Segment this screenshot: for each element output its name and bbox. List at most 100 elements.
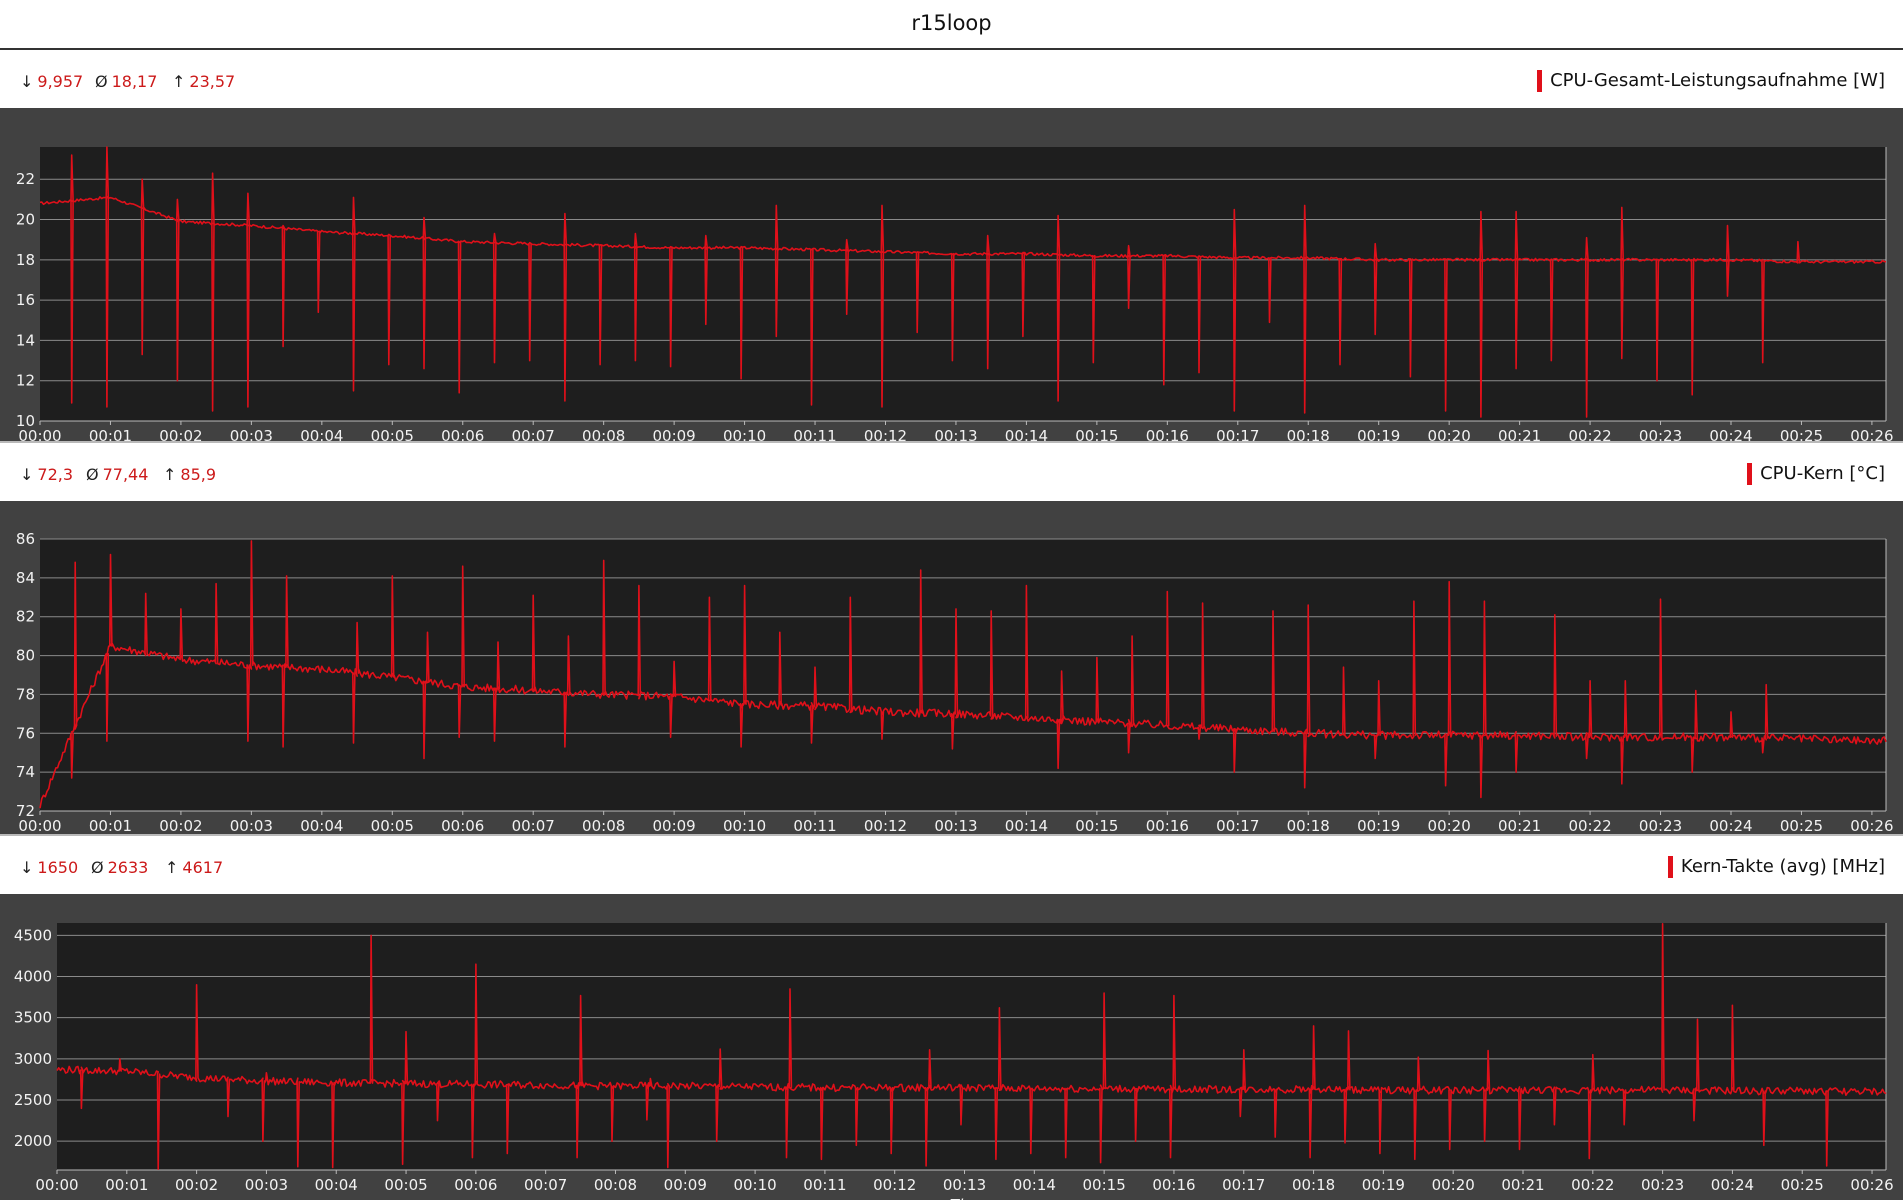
x-tick-label: 00:05	[384, 1176, 427, 1194]
x-tick-label: 00:19	[1357, 817, 1400, 834]
x-tick-label: 00:12	[873, 1176, 916, 1194]
x-tick-label: 00:08	[582, 817, 625, 834]
y-tick-label: 14	[16, 331, 35, 349]
x-tick-label: 00:05	[371, 817, 414, 834]
x-tick-label: 00:18	[1287, 817, 1330, 834]
x-tick-label: 00:17	[1216, 817, 1259, 834]
x-tick-label: 00:26	[1850, 427, 1893, 441]
x-tick-label: 00:17	[1222, 1176, 1265, 1194]
x-tick-label: 00:03	[230, 817, 273, 834]
panel-temperature: ↓ 72,3 Ø 77,44 ↑ 85,9 CPU-Kern [°C] 72 74 76 7…	[0, 443, 1903, 834]
x-tick-label: 00:04	[300, 817, 343, 834]
x-tick-label: 00:09	[653, 427, 696, 441]
x-tick-label: 00:26	[1850, 817, 1893, 834]
chart-power-svg[interactable]: 10 12 14 16 18 20 22 00:00 00:01 00:02 00:03 00:04 0…	[0, 108, 1903, 441]
y-tick-label: 4000	[14, 968, 52, 986]
x-tick-label: 00:04	[300, 427, 343, 441]
y-tick-label: 84	[16, 569, 35, 587]
x-tick-label: 00:14	[1013, 1176, 1056, 1194]
x-tick-label: 00:23	[1639, 817, 1682, 834]
x-axis-title: Time	[950, 1196, 987, 1200]
x-tick-label: 00:00	[35, 1176, 78, 1194]
x-tick-label: 00:11	[793, 817, 836, 834]
chart-area[interactable]: 2000 2500 3000 3500 4000 4500 00:00 00:01 00:02 0…	[0, 894, 1903, 1200]
stat-avg: Ø 77,44	[86, 465, 149, 484]
x-tick-label: 00:02	[175, 1176, 218, 1194]
x-tick-label: 00:06	[441, 817, 484, 834]
x-tick-label: 00:07	[512, 427, 555, 441]
x-tick-label: 00:19	[1362, 1176, 1405, 1194]
series-label: CPU-Kern [°C]	[1747, 463, 1885, 485]
stat-min: ↓ 1650	[20, 858, 79, 877]
x-tick-label: 00:10	[723, 427, 766, 441]
y-tick-label: 2000	[14, 1132, 52, 1150]
series-label: Kern-Takte (avg) [MHz]	[1667, 856, 1885, 878]
x-tick-label: 00:20	[1432, 1176, 1475, 1194]
y-tick-label: 20	[16, 211, 35, 229]
x-tick-label: 00:15	[1075, 427, 1118, 441]
x-tick-label: 00:09	[653, 817, 696, 834]
y-tick-label: 86	[16, 530, 35, 548]
x-tick-label: 00:03	[230, 427, 273, 441]
series-line	[56, 923, 1887, 1170]
x-tick-label: 00:13	[934, 817, 977, 834]
x-tick-label: 00:00	[18, 427, 61, 441]
x-tick-label: 00:09	[664, 1176, 707, 1194]
stat-min: ↓ 72,3	[20, 465, 74, 484]
chart-temperature-svg[interactable]: 72 74 76 78 80 82 84 86 00:00 00:01 00:02 00:03 00:0…	[0, 501, 1903, 834]
x-tick-label: 00:25	[1781, 1176, 1824, 1194]
x-tick-label: 00:01	[89, 817, 132, 834]
y-tick-label: 12	[16, 372, 35, 390]
x-tick-label: 00:21	[1498, 817, 1541, 834]
x-tick-label: 00:01	[105, 1176, 148, 1194]
x-tick-label: 00:14	[1005, 427, 1048, 441]
stats-bar: ↓ 9,957 Ø 18,17 ↑ 23,57 CPU-Gesamt-Leistung…	[0, 50, 1903, 108]
x-tick-label: 00:08	[582, 427, 625, 441]
stat-avg: Ø 18,17	[95, 72, 158, 91]
plot-area	[40, 539, 1886, 811]
y-tick-label: 78	[16, 685, 35, 703]
chart-area[interactable]: 72 74 76 78 80 82 84 86 00:00 00:01 00:02 00:03 00:0…	[0, 501, 1903, 834]
x-tick-label: 00:16	[1152, 1176, 1195, 1194]
window-title-bar: r15loop	[0, 0, 1903, 50]
series-line	[39, 540, 1887, 809]
x-tick-label: 00:04	[315, 1176, 358, 1194]
x-tick-label: 00:10	[723, 817, 766, 834]
x-tick-label: 00:02	[159, 427, 202, 441]
stat-max: ↑ 85,9	[163, 465, 217, 484]
y-tick-label: 3500	[14, 1009, 52, 1027]
stats-bar: ↓ 72,3 Ø 77,44 ↑ 85,9 CPU-Kern [°C]	[0, 443, 1903, 501]
x-tick-label: 00:21	[1498, 427, 1541, 441]
window-title: r15loop	[911, 11, 992, 35]
y-tick-label: 76	[16, 724, 35, 742]
x-tick-label: 00:20	[1428, 427, 1471, 441]
chart-area[interactable]: 10 12 14 16 18 20 22 00:00 00:01 00:02 00:03 00:04 0…	[0, 108, 1903, 441]
x-tick-label: 00:05	[371, 427, 414, 441]
stat-min: ↓ 9,957	[20, 72, 84, 91]
x-tick-label: 00:10	[733, 1176, 776, 1194]
x-tick-label: 00:18	[1287, 427, 1330, 441]
x-tick-label: 00:19	[1357, 427, 1400, 441]
y-tick-label: 22	[16, 170, 35, 188]
x-tick-label: 00:00	[18, 817, 61, 834]
x-tick-label: 00:02	[159, 817, 202, 834]
panel-power: ↓ 9,957 Ø 18,17 ↑ 23,57 CPU-Gesamt-Leistung…	[0, 50, 1903, 441]
stat-avg: Ø 2633	[91, 858, 149, 877]
x-tick-label: 00:22	[1568, 427, 1611, 441]
x-tick-label: 00:24	[1711, 1176, 1754, 1194]
y-tick-label: 72	[16, 802, 35, 820]
stat-max: ↑ 23,57	[172, 72, 236, 91]
chart-clock-svg[interactable]: 2000 2500 3000 3500 4000 4500 00:00 00:01 00:02 0…	[0, 894, 1903, 1200]
x-tick-label: 00:11	[793, 427, 836, 441]
x-tick-label: 00:16	[1146, 427, 1189, 441]
y-tick-label: 16	[16, 291, 35, 309]
series-line	[39, 146, 1887, 418]
plot-area	[40, 147, 1886, 421]
x-tick-label: 00:25	[1780, 427, 1823, 441]
x-tick-label: 00:21	[1501, 1176, 1544, 1194]
x-tick-label: 00:12	[864, 427, 907, 441]
x-tick-label: 00:15	[1083, 1176, 1126, 1194]
x-tick-label: 00:25	[1780, 817, 1823, 834]
x-tick-label: 00:17	[1216, 427, 1259, 441]
